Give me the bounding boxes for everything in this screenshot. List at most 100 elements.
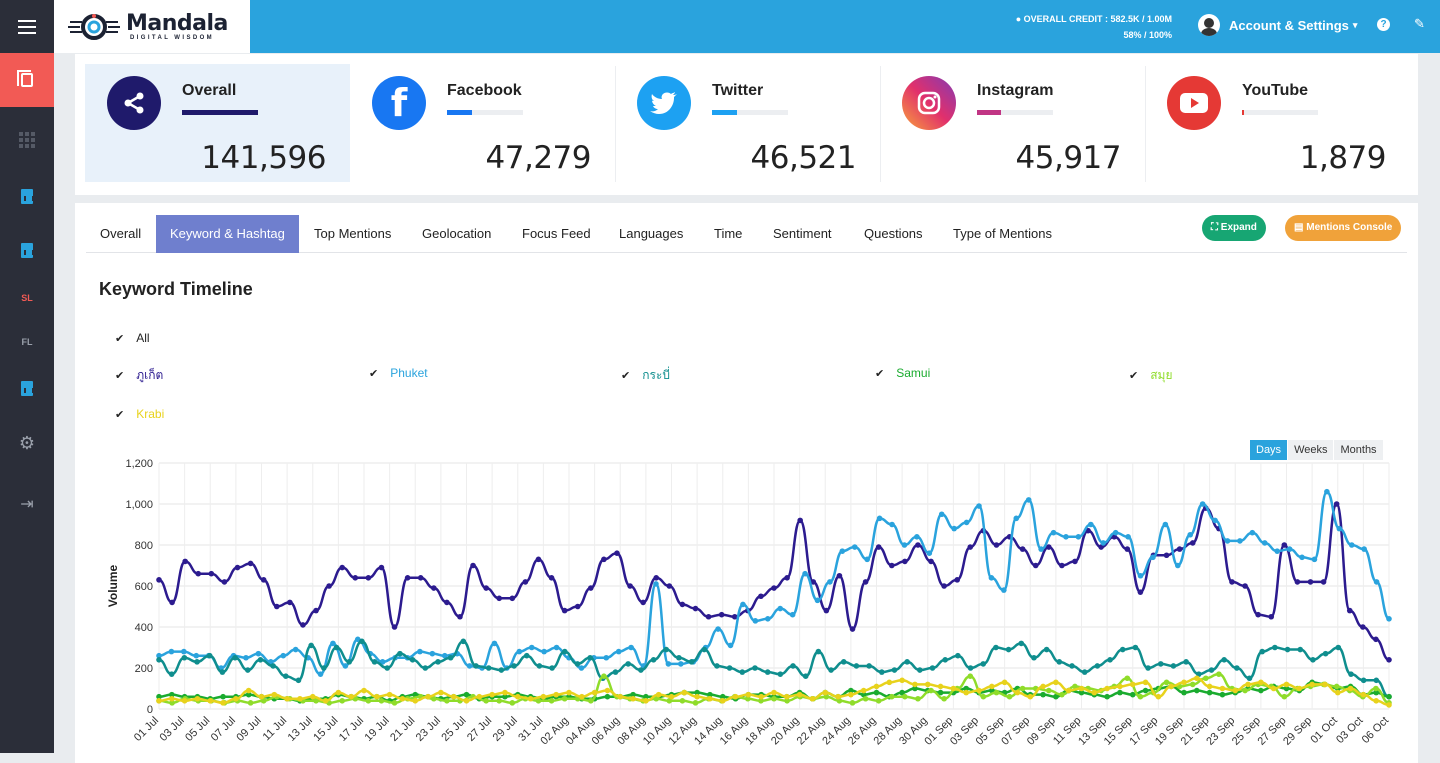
series-line (158, 490, 1391, 676)
keyword-toggle[interactable]: ✔ Phuket (369, 366, 428, 380)
data-point (194, 695, 201, 702)
data-point (1019, 685, 1026, 692)
data-point (1206, 689, 1213, 696)
stat-card-facebook[interactable]: f Facebook 47,279 (350, 64, 615, 182)
y-axis-label: Volume (106, 564, 120, 607)
data-point (1311, 556, 1318, 563)
console-icon: ▤ (1294, 222, 1307, 233)
data-point (937, 683, 944, 690)
tab-geolocation[interactable]: Geolocation (422, 226, 492, 241)
keyword-toggle-all[interactable]: ✔ All (115, 331, 150, 345)
paintbrush-icon[interactable]: ✎ (1414, 16, 1425, 31)
account-menu[interactable]: Account & Settings ▾ (1198, 14, 1357, 36)
keyword-toggle[interactable]: ✔ ภูเก็ต (115, 366, 163, 385)
stat-bar (1242, 110, 1318, 115)
expand-button[interactable]: ⛶ Expand (1202, 215, 1266, 241)
keyword-toggle[interactable]: ✔ Samui (875, 366, 930, 380)
stat-card-twitter[interactable]: Twitter 46,521 (615, 64, 880, 182)
data-point (1208, 667, 1215, 673)
data-point (1183, 659, 1189, 665)
data-point (1336, 525, 1343, 532)
data-point (399, 695, 406, 702)
tab-keyword-hashtag[interactable]: Keyword & Hashtag (156, 215, 299, 253)
keyword-toggle[interactable]: ✔ สมุย (1129, 366, 1172, 385)
data-point (333, 644, 340, 651)
data-point (1283, 681, 1290, 688)
range-months-button[interactable]: Months (1334, 440, 1383, 460)
x-tick-label: 27 Jul (465, 715, 494, 744)
data-point (1137, 589, 1144, 595)
stat-card-overall[interactable]: Overall 141,596 (85, 64, 350, 182)
stat-name: YouTube (1242, 82, 1309, 99)
data-point (601, 556, 607, 563)
data-point (1104, 685, 1110, 692)
stat-card-instagram[interactable]: Instagram 45,917 (880, 64, 1145, 182)
keyword-toggle[interactable]: ✔ กระบี่ (621, 366, 670, 385)
data-point (391, 624, 398, 630)
x-tick-label: 06 Aug (590, 715, 623, 748)
sidebar-item-report-2[interactable] (0, 223, 54, 277)
data-point (233, 695, 239, 702)
data-point (980, 661, 987, 667)
question-icon[interactable]: ? (1377, 18, 1390, 31)
instagram-icon (902, 76, 956, 130)
credit-line: OVERALL CREDIT : 582.5K / 1.00M (1023, 14, 1172, 24)
data-point (1094, 663, 1101, 669)
data-point (928, 687, 934, 694)
logo[interactable]: Mandala DIGITAL WISDOM (54, 0, 250, 53)
data-point (541, 648, 547, 655)
sidebar-item-label: SL (21, 293, 33, 303)
keyword-label: ภูเก็ต (136, 368, 164, 382)
sidebar-item-report-3[interactable] (0, 361, 54, 415)
data-point (640, 599, 646, 606)
y-tick-label: 1,200 (125, 458, 153, 470)
range-weeks-button[interactable]: Weeks (1288, 440, 1334, 460)
data-point (1268, 613, 1275, 620)
tab-sentiment[interactable]: Sentiment (773, 226, 832, 241)
tab-type-of-mentions[interactable]: Type of Mentions (953, 226, 1052, 241)
tab-questions[interactable]: Questions (864, 226, 923, 241)
stat-card-youtube[interactable]: YouTube 1,879 (1145, 64, 1410, 182)
data-point (941, 695, 947, 702)
data-point (802, 673, 809, 679)
data-point (1162, 521, 1169, 528)
data-point (643, 698, 649, 704)
data-point (1040, 691, 1046, 698)
data-point (498, 667, 505, 673)
data-point (731, 613, 738, 620)
data-point (967, 673, 974, 679)
range-days-button[interactable]: Days (1250, 440, 1288, 460)
data-point (797, 517, 803, 524)
mentions-console-button[interactable]: ▤ Mentions Console (1285, 215, 1402, 241)
sidebar-item-dashboard[interactable] (0, 113, 54, 167)
menu-toggle-button[interactable] (0, 0, 54, 53)
tab-time[interactable]: Time (714, 226, 743, 241)
tab-overall[interactable]: Overall (100, 226, 142, 241)
data-point (860, 687, 867, 694)
data-point (914, 534, 920, 540)
tab-languages[interactable]: Languages (619, 226, 684, 241)
tab-focus-feed[interactable]: Focus Feed (522, 226, 591, 241)
sidebar-item-fl[interactable]: FL (0, 315, 54, 369)
sidebar-item-settings[interactable]: ⚙ (0, 416, 54, 470)
data-point (509, 595, 516, 602)
stat-value: 47,279 (485, 140, 592, 176)
sidebar-item-logout[interactable]: ⇥ (0, 477, 54, 531)
x-tick-label: 29 Jul (491, 715, 520, 744)
data-point (1360, 624, 1366, 630)
data-point (752, 618, 759, 624)
tab-top-mentions[interactable]: Top Mentions (314, 226, 392, 241)
data-point (1189, 540, 1196, 546)
sidebar-item-label: FL (21, 337, 33, 347)
data-point (796, 691, 803, 698)
data-point (1258, 687, 1264, 694)
sidebar-item-report-1[interactable] (0, 169, 54, 223)
data-point (1294, 579, 1301, 585)
data-point (1174, 562, 1181, 569)
data-point (1053, 693, 1059, 700)
sidebar-item-sl[interactable]: SL (0, 271, 54, 325)
keyword-toggle[interactable]: ✔ Krabi (115, 407, 164, 421)
data-point (835, 693, 841, 700)
sidebar-item-mentions[interactable] (0, 53, 54, 107)
data-point (1117, 683, 1123, 690)
